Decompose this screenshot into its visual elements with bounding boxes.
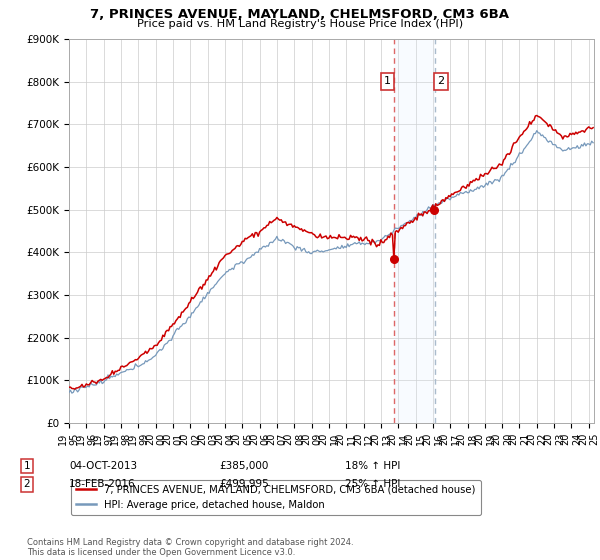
Text: 1: 1 — [23, 461, 31, 471]
Text: 7, PRINCES AVENUE, MAYLAND, CHELMSFORD, CM3 6BA: 7, PRINCES AVENUE, MAYLAND, CHELMSFORD, … — [91, 8, 509, 21]
Text: 25% ↑ HPI: 25% ↑ HPI — [345, 479, 400, 489]
Text: £385,000: £385,000 — [219, 461, 268, 471]
Text: 1: 1 — [385, 76, 391, 86]
Text: £499,995: £499,995 — [219, 479, 269, 489]
Text: 18% ↑ HPI: 18% ↑ HPI — [345, 461, 400, 471]
Legend: 7, PRINCES AVENUE, MAYLAND, CHELMSFORD, CM3 6BA (detached house), HPI: Average p: 7, PRINCES AVENUE, MAYLAND, CHELMSFORD, … — [71, 479, 481, 515]
Text: Price paid vs. HM Land Registry's House Price Index (HPI): Price paid vs. HM Land Registry's House … — [137, 19, 463, 29]
Text: 04-OCT-2013: 04-OCT-2013 — [69, 461, 137, 471]
Text: 18-FEB-2016: 18-FEB-2016 — [69, 479, 136, 489]
Bar — [394, 39, 435, 423]
Text: 2: 2 — [437, 76, 445, 86]
Text: 2: 2 — [23, 479, 31, 489]
Text: Contains HM Land Registry data © Crown copyright and database right 2024.
This d: Contains HM Land Registry data © Crown c… — [27, 538, 353, 557]
